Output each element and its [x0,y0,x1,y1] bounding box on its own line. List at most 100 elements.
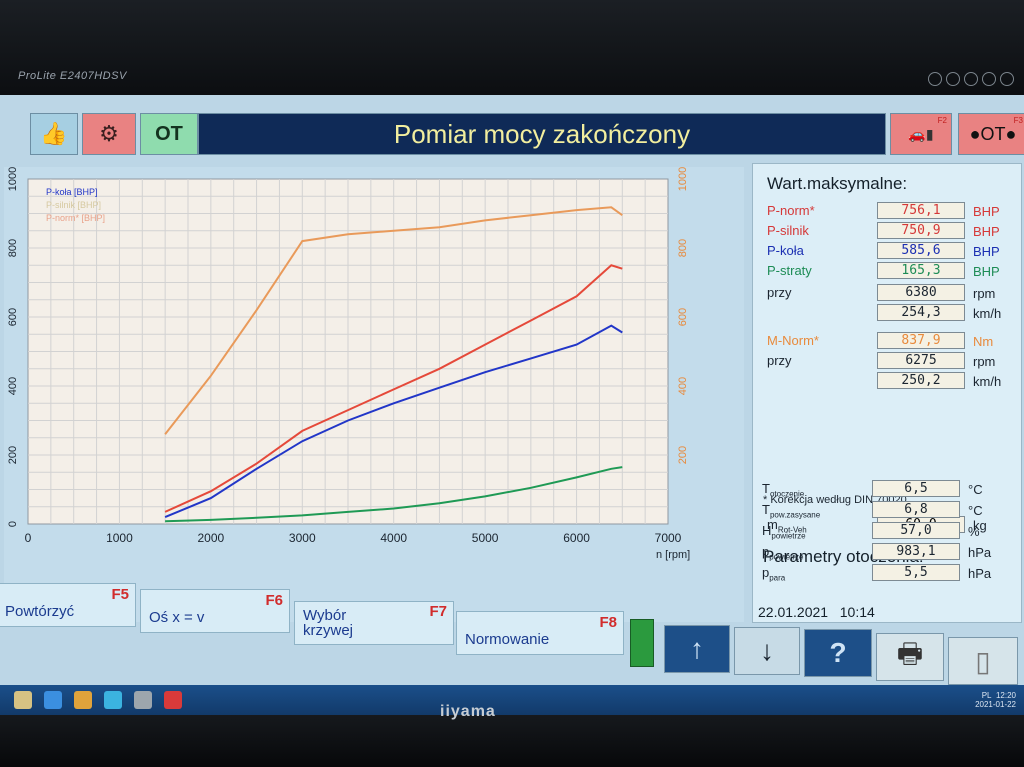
ot-button[interactable]: OT [140,113,198,155]
axis-x-v-label: Oś x = v [149,609,205,626]
document-icon: ▯ [975,645,991,677]
max-value-field[interactable]: 165,3 [877,262,965,279]
env-value[interactable]: 57,0 [872,522,960,539]
max-value-field[interactable]: 837,9 [877,332,965,349]
monitor-buttons [928,72,1014,86]
mrot-label: mRot-Veh [767,517,807,535]
curve-select-label: Wybór krzywej [303,607,354,639]
level-indicator [630,619,654,667]
env-label: Hpowietrze [762,523,806,541]
env-row: Totoczenie 6,5 °C [762,480,1012,499]
env-value[interactable]: 6,5 [872,480,960,497]
env-label: Tpow.zasysane [762,502,821,520]
y-tick-label-right: 200 [677,446,689,464]
max-value-label: P-koła [767,243,804,258]
monitor-bezel-top [0,0,1024,95]
env-row: ppowietrze 983,1 hPa [762,543,1012,562]
env-unit: % [968,524,980,539]
env-value[interactable]: 983,1 [872,543,960,560]
engine-icon: ⚙ [99,121,119,146]
max-value-field[interactable]: 585,6 [877,242,965,259]
env-row: Hpowietrze 57,0% [762,522,1012,541]
thumbs-up-icon: 👍 [40,121,68,146]
env-label: Totoczenie [762,481,805,499]
print-button[interactable]: 🖶 [876,633,944,681]
max-value-label: P-straty [767,263,812,278]
normalize-label: Normowanie [465,631,550,648]
max-value-row: M-Norm* 837,9 Nm [767,332,1017,350]
max-value-label: M-Norm* [767,333,819,348]
max-value-field[interactable]: 250,2 [877,372,965,389]
y-tick-label-left: 800 [7,239,19,257]
monitor-bezel-bottom [0,715,1024,767]
x-tick-label: 6000 [563,531,590,545]
repeat-button[interactable]: F5 Powtórzyć [0,583,136,627]
y-tick-label-left: 600 [7,308,19,326]
normalize-button[interactable]: F8 Normowanie [456,611,624,655]
system-tray: PL 12:20 2021-01-22 [975,691,1016,709]
monitor-button-icon [1000,72,1014,86]
f3-button[interactable]: F3 ●OT● [958,113,1024,155]
env-unit: °C [968,503,983,518]
env-row: Tpow.zasysane 6,8 °C [762,501,1012,520]
date-text: 22.01.2021 [758,604,829,620]
status-ok-button[interactable]: 👍 [30,113,78,155]
f2-button[interactable]: F2 🚗▮ [890,113,952,155]
document-button[interactable]: ▯ [948,637,1018,685]
axis-x-v-button[interactable]: F6 Oś x = v [140,589,290,633]
env-label: ppowietrze [762,544,804,562]
f3-key-label: F3 [1013,116,1023,125]
x-axis-label: n [rpm] [656,549,690,561]
y-tick-label-left: 200 [7,446,19,464]
env-value[interactable]: 5,5 [872,564,960,581]
max-value-unit: Nm [973,334,994,349]
x-tick-label: 1000 [106,531,133,545]
max-value-label: przy [767,353,792,368]
max-value-row: 250,2 km/h [767,372,1017,390]
max-values-heading: Wart.maksymalne: [767,174,908,193]
y-tick-label-right: 400 [677,377,689,395]
mrot-unit: kg [973,518,987,533]
folder-icon[interactable] [14,691,32,709]
x-tick-label: 3000 [289,531,316,545]
help-button[interactable]: ? [804,629,872,677]
dyno-app-icon[interactable] [164,691,182,709]
x-tick-label: 2000 [198,531,225,545]
top-bar: 👍 ⚙ OT Pomiar mocy zakończony F2 🚗▮ F3 ●OT… [22,113,1024,157]
max-value-row: P-koła 585,6 BHP [767,242,1017,260]
monitor-model: ProLite E2407HDSV [18,70,127,82]
app-icon[interactable] [104,691,122,709]
max-value-unit: rpm [973,286,996,301]
env-row: ppara 5,5 hPa [762,564,1012,583]
mrot-sub: Rot-Veh [777,525,807,535]
repeat-label: Powtórzyć [5,603,75,620]
max-value-field[interactable]: 254,3 [877,304,965,321]
printer-icon: 🖶 [896,638,924,669]
f3-text: ●OT● [969,123,1017,144]
max-value-unit: rpm [973,354,996,369]
scroll-up-button[interactable]: ↑ [664,625,730,673]
max-value-field[interactable]: 750,9 [877,222,965,239]
curve-select-button[interactable]: F7 Wybór krzywej [294,601,454,645]
car-icon: 🚗▮ [908,125,934,142]
env-unit: °C [968,482,983,497]
media-icon[interactable] [74,691,92,709]
x-tick-label: 4000 [380,531,407,545]
f2-key-label: F2 [937,116,947,125]
env-unit: hPa [968,545,992,560]
window-icon[interactable] [134,691,152,709]
browser-icon[interactable] [44,691,62,709]
max-value-field[interactable]: 756,1 [877,202,965,219]
max-value-field[interactable]: 6380 [877,284,965,301]
max-value-unit: BHP [973,224,1000,239]
tray-lang: PL [981,691,992,700]
engine-button[interactable]: ⚙ [82,113,136,155]
y-tick-label-left: 0 [7,521,19,527]
taskbar: PL 12:20 2021-01-22 [0,685,1024,715]
max-value-field[interactable]: 6275 [877,352,965,369]
env-value[interactable]: 6,8 [872,501,960,518]
series-line [165,466,623,523]
monitor-button-icon [928,72,942,86]
scroll-down-button[interactable]: ↓ [734,627,800,675]
tray-time: 12:20 [995,691,1016,700]
